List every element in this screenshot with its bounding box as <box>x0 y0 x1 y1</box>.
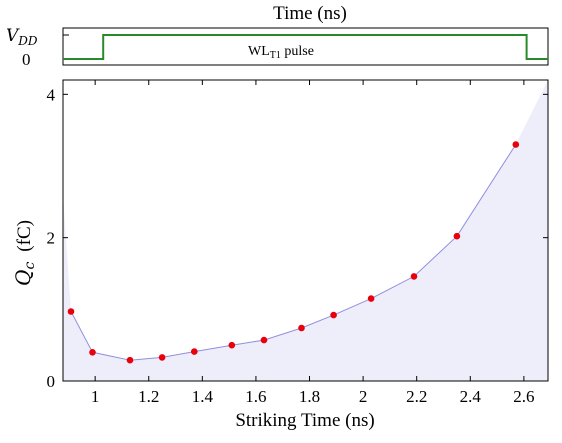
y-tick-label: 0 <box>47 372 56 391</box>
data-point-13 <box>512 141 520 148</box>
wl-pulse-signal <box>63 34 548 60</box>
x-tick-label: 1.8 <box>299 387 320 406</box>
vdd-label: VDD <box>6 26 38 48</box>
y-tick-label: 4 <box>47 85 56 104</box>
pulse-panel-title: Time (ns) <box>273 3 347 24</box>
x-tick-label: 1.6 <box>245 387 266 406</box>
y-axis-ticks: 0 2 4 <box>47 85 548 391</box>
x-axis-label: Striking Time (ns) <box>235 410 374 431</box>
plot-frame <box>62 79 549 382</box>
data-point-4 <box>158 354 166 361</box>
zero-voltage-label: 0 <box>22 50 31 69</box>
data-point-1 <box>67 308 75 315</box>
pulse-panel-frame <box>62 27 549 66</box>
data-point-2 <box>89 349 96 356</box>
data-point-10 <box>367 295 375 302</box>
y-tick-label: 2 <box>47 229 56 248</box>
data-point-6 <box>228 341 236 349</box>
x-tick-label: 1.2 <box>138 387 159 406</box>
data-point-5 <box>191 348 198 355</box>
data-point-12 <box>453 232 461 240</box>
data-point-11 <box>410 273 418 280</box>
x-axis-ticks: 1 1.2 1.4 1.6 1.8 2 2.2 2.4 2.6 <box>91 80 535 406</box>
feasible-region-fill <box>63 80 548 381</box>
data-point-9 <box>330 311 337 319</box>
data-point-8 <box>298 324 305 332</box>
qc-data-points <box>67 141 520 364</box>
x-tick-label: 2 <box>359 387 368 406</box>
y-axis-label: Qc(fC) <box>11 220 38 286</box>
x-tick-label: 2.2 <box>406 387 427 406</box>
data-point-3 <box>126 356 134 364</box>
wl-pulse-label: WLT1 pulse <box>248 44 314 61</box>
x-tick-label: 2.4 <box>460 387 482 406</box>
x-tick-label: 1.4 <box>192 387 214 406</box>
data-point-7 <box>260 336 268 344</box>
x-tick-label: 2.6 <box>513 387 534 406</box>
pulse-panel: Time (ns) VDD 0 WLT1 pulse <box>6 3 549 69</box>
main-plot: 1 1.2 1.4 1.6 1.8 2 2.2 2.4 2.6 0 2 4 Striking Tim… <box>11 79 549 431</box>
x-tick-label: 1 <box>91 387 100 406</box>
